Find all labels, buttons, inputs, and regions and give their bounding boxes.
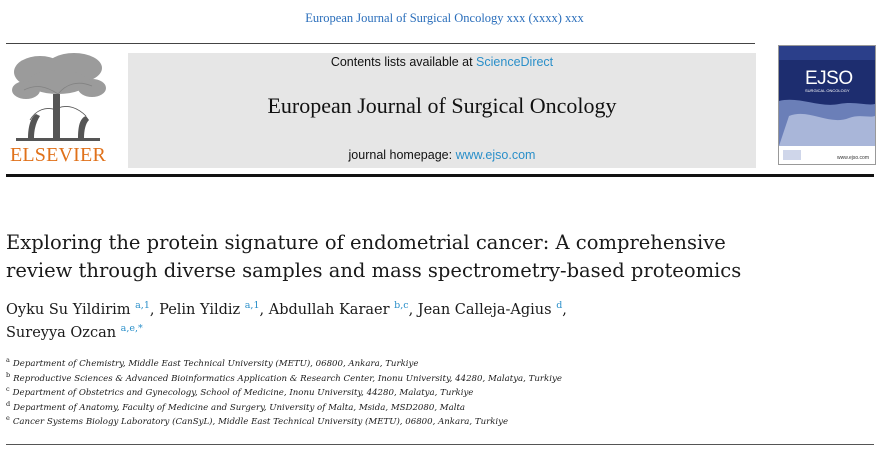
author-affiliation-ref[interactable]: d: [556, 300, 563, 311]
affiliation-label: d: [6, 399, 11, 408]
title-line-2: review through diverse samples and mass …: [6, 259, 742, 282]
affiliation-item: b Reproductive Sciences & Advanced Bioinf…: [6, 370, 866, 387]
title-line-1: Exploring the protein signature of endom…: [6, 231, 726, 254]
affiliation-label: e: [6, 414, 10, 422]
footer-divider: [6, 444, 874, 445]
sciencedirect-link[interactable]: ScienceDirect: [476, 55, 554, 69]
cover-title: EJSO: [805, 68, 853, 89]
homepage-line: journal homepage: www.ejso.com: [128, 148, 756, 162]
journal-title[interactable]: European Journal of Surgical Oncology: [267, 93, 617, 118]
cover-subtitle: SURGICAL ONCOLOGY: [805, 88, 850, 93]
author-affiliation-ref[interactable]: a,1: [244, 300, 260, 311]
affiliation-label: c: [6, 385, 10, 393]
affiliation-item: a Department of Chemistry, Middle East Te…: [6, 357, 866, 372]
homepage-link[interactable]: www.ejso.com: [455, 148, 536, 162]
article-title: Exploring the protein signature of endom…: [6, 229, 866, 285]
author-separator: ,: [562, 302, 567, 318]
masthead-divider: [6, 174, 874, 177]
author-line-2: Sureyya Ozcan a,e,*: [6, 322, 866, 345]
author-name[interactable]: Sureyya Ozcan: [6, 325, 117, 341]
author-list: Oyku Su Yildirim a,1, Pelin Yildiz a,1, …: [6, 299, 866, 345]
author-separator: ,: [259, 302, 269, 318]
cover-url: www.ejso.com: [837, 155, 869, 161]
author-affiliation-ref[interactable]: a,e,*: [120, 323, 143, 334]
author-name[interactable]: Abdullah Karaer: [268, 302, 390, 318]
cover-image-icon: [779, 46, 875, 164]
author-name[interactable]: Oyku Su Yildirim: [6, 302, 131, 318]
author-line-1: Oyku Su Yildirim a,1, Pelin Yildiz a,1, …: [6, 299, 866, 322]
tree-icon: [12, 53, 106, 141]
affiliation-label: a: [6, 356, 10, 364]
contents-prefix: Contents lists available at: [330, 55, 477, 69]
author-affiliation-ref[interactable]: a,1: [135, 300, 150, 311]
author-separator: ,: [408, 302, 418, 318]
author-name[interactable]: Pelin Yildiz: [159, 302, 241, 318]
affiliation-text: Department of Anatomy, Faculty of Medici…: [13, 402, 466, 413]
homepage-prefix: journal homepage:: [348, 148, 456, 162]
author-name[interactable]: Jean Calleja-Agius: [417, 302, 552, 318]
header-divider: [6, 43, 755, 44]
affiliation-item: e Cancer Systems Biology Laboratory (CanS…: [6, 415, 866, 430]
affiliation-list: a Department of Chemistry, Middle East Te…: [6, 357, 866, 430]
affiliation-item: d Department of Anatomy, Faculty of Medic…: [6, 399, 866, 416]
affiliation-text: Department of Obstetrics and Gynecology,…: [12, 388, 474, 398]
affiliation-item: c Department of Obstetrics and Gynecology…: [6, 386, 866, 401]
affiliation-text: Reproductive Sciences & Advanced Bioinfo…: [13, 373, 562, 384]
author-separator: ,: [149, 302, 160, 318]
contents-line: Contents lists available at ScienceDirec…: [128, 55, 756, 69]
affiliation-text: Department of Chemistry, Middle East Tec…: [12, 359, 419, 369]
journal-masthead: Contents lists available at ScienceDirec…: [128, 53, 756, 168]
author-affiliation-ref[interactable]: b,c: [394, 300, 409, 311]
journal-cover[interactable]: EJSO SURGICAL ONCOLOGY www.ejso.com: [778, 45, 876, 165]
publisher-name: ELSEVIER: [9, 144, 107, 166]
affiliation-text: Cancer Systems Biology Laboratory (CanSy…: [12, 417, 509, 427]
elsevier-logo[interactable]: ELSEVIER: [6, 50, 116, 168]
journal-reference[interactable]: European Journal of Surgical Oncology xx…: [305, 11, 584, 25]
affiliation-label: b: [6, 370, 11, 379]
